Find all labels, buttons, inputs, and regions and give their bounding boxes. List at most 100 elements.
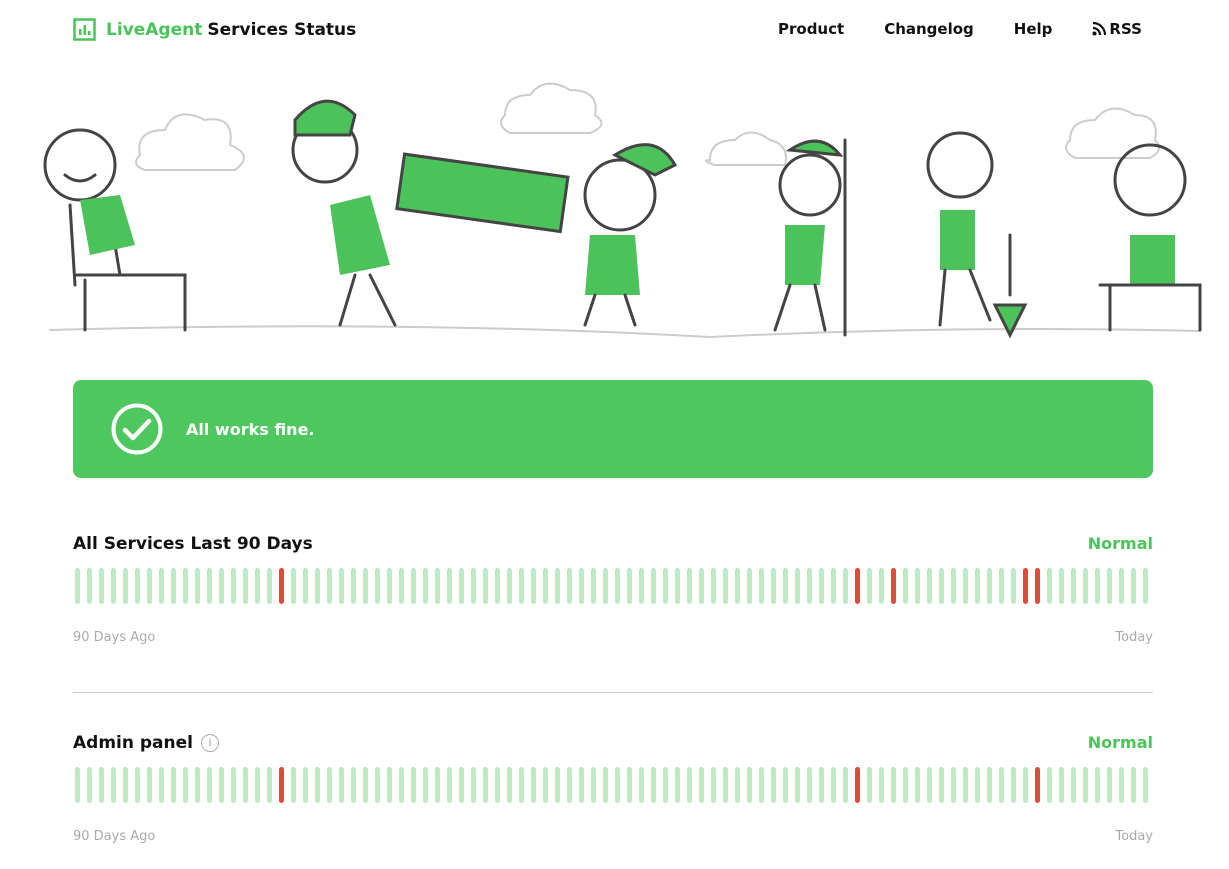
day-bar[interactable]: [495, 568, 500, 604]
day-bar[interactable]: [195, 568, 200, 604]
day-bar[interactable]: [759, 568, 764, 604]
day-bar[interactable]: [435, 767, 440, 803]
day-bar[interactable]: [483, 767, 488, 803]
nav-rss[interactable]: RSS: [1092, 20, 1142, 38]
day-bar[interactable]: [807, 767, 812, 803]
day-bar[interactable]: [963, 568, 968, 604]
day-bar[interactable]: [591, 767, 596, 803]
day-bar[interactable]: [423, 568, 428, 604]
day-bar[interactable]: [171, 767, 176, 803]
day-bar[interactable]: [1143, 568, 1148, 604]
day-bar[interactable]: [555, 568, 560, 604]
day-bar[interactable]: [1119, 767, 1124, 803]
day-bar[interactable]: [975, 767, 980, 803]
day-bar[interactable]: [99, 767, 104, 803]
day-bar[interactable]: [147, 568, 152, 604]
day-bar[interactable]: [87, 568, 92, 604]
day-bar[interactable]: [927, 767, 932, 803]
day-bar[interactable]: [771, 767, 776, 803]
day-bar[interactable]: [975, 568, 980, 604]
day-bar[interactable]: [543, 767, 548, 803]
day-bar[interactable]: [699, 767, 704, 803]
day-bar[interactable]: [615, 767, 620, 803]
day-bar[interactable]: [1119, 568, 1124, 604]
day-bar[interactable]: [387, 568, 392, 604]
day-bar[interactable]: [675, 767, 680, 803]
day-bar-incident[interactable]: [1023, 568, 1028, 604]
day-bar[interactable]: [915, 767, 920, 803]
day-bar[interactable]: [1023, 767, 1028, 803]
day-bar[interactable]: [123, 568, 128, 604]
day-bar[interactable]: [663, 568, 668, 604]
day-bar[interactable]: [591, 568, 596, 604]
day-bar[interactable]: [147, 767, 152, 803]
day-bar[interactable]: [783, 767, 788, 803]
day-bar[interactable]: [339, 767, 344, 803]
day-bar[interactable]: [615, 568, 620, 604]
day-bar[interactable]: [1071, 568, 1076, 604]
day-bar[interactable]: [75, 767, 80, 803]
day-bar[interactable]: [639, 568, 644, 604]
day-bar[interactable]: [951, 767, 956, 803]
day-bar[interactable]: [423, 767, 428, 803]
day-bar[interactable]: [243, 767, 248, 803]
day-bar[interactable]: [567, 767, 572, 803]
day-bar[interactable]: [207, 767, 212, 803]
day-bar[interactable]: [255, 767, 260, 803]
day-bar[interactable]: [447, 568, 452, 604]
day-bar[interactable]: [399, 767, 404, 803]
day-bar[interactable]: [291, 767, 296, 803]
nav-product[interactable]: Product: [778, 20, 845, 38]
day-bar[interactable]: [735, 767, 740, 803]
day-bar-incident[interactable]: [279, 767, 284, 803]
day-bar[interactable]: [243, 568, 248, 604]
day-bar[interactable]: [999, 767, 1004, 803]
day-bar[interactable]: [519, 767, 524, 803]
info-icon[interactable]: i: [201, 734, 219, 752]
day-bar[interactable]: [531, 767, 536, 803]
day-bar[interactable]: [1011, 767, 1016, 803]
day-bar[interactable]: [819, 568, 824, 604]
day-bar[interactable]: [1143, 767, 1148, 803]
day-bar[interactable]: [651, 767, 656, 803]
day-bar[interactable]: [219, 568, 224, 604]
day-bar[interactable]: [1011, 568, 1016, 604]
day-bar[interactable]: [291, 568, 296, 604]
day-bar[interactable]: [435, 568, 440, 604]
day-bar[interactable]: [111, 767, 116, 803]
day-bar[interactable]: [951, 568, 956, 604]
day-bar[interactable]: [303, 767, 308, 803]
day-bar[interactable]: [195, 767, 200, 803]
day-bar[interactable]: [1047, 767, 1052, 803]
day-bar[interactable]: [1095, 767, 1100, 803]
day-bar[interactable]: [471, 568, 476, 604]
day-bar[interactable]: [867, 767, 872, 803]
day-bar[interactable]: [879, 767, 884, 803]
day-bar[interactable]: [939, 767, 944, 803]
day-bar[interactable]: [915, 568, 920, 604]
day-bar[interactable]: [375, 767, 380, 803]
day-bar[interactable]: [315, 568, 320, 604]
day-bar[interactable]: [375, 568, 380, 604]
day-bar[interactable]: [315, 767, 320, 803]
day-bar[interactable]: [327, 767, 332, 803]
day-bar[interactable]: [1131, 568, 1136, 604]
nav-help[interactable]: Help: [1013, 20, 1053, 38]
day-bar[interactable]: [543, 568, 548, 604]
day-bar[interactable]: [411, 568, 416, 604]
day-bar[interactable]: [171, 568, 176, 604]
day-bar[interactable]: [267, 767, 272, 803]
day-bar[interactable]: [735, 568, 740, 604]
day-bar[interactable]: [1047, 568, 1052, 604]
day-bar[interactable]: [867, 568, 872, 604]
day-bar-incident[interactable]: [279, 568, 284, 604]
day-bar[interactable]: [807, 568, 812, 604]
day-bar[interactable]: [579, 568, 584, 604]
day-bar[interactable]: [1107, 767, 1112, 803]
day-bar[interactable]: [567, 568, 572, 604]
day-bar[interactable]: [843, 767, 848, 803]
day-bar[interactable]: [699, 568, 704, 604]
day-bar[interactable]: [939, 568, 944, 604]
day-bar[interactable]: [819, 767, 824, 803]
day-bar[interactable]: [795, 568, 800, 604]
